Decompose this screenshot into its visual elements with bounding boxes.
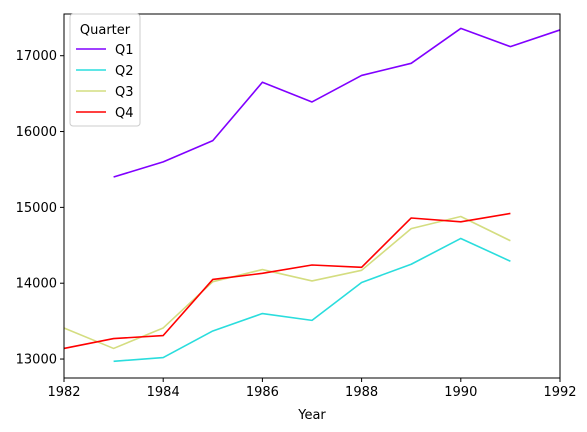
legend-label-q3: Q3 [115, 85, 134, 100]
y-tick-label: 14000 [16, 277, 57, 292]
x-tick-label: 1988 [345, 385, 378, 400]
x-tick-label: 1986 [246, 385, 279, 400]
x-tick-label: 1992 [543, 385, 576, 400]
legend: Quarter Q1 Q2 Q3 Q4 [70, 14, 140, 126]
legend-label-q4: Q4 [115, 106, 134, 121]
y-tick-label: 16000 [16, 125, 57, 140]
x-tick-label: 1982 [47, 385, 80, 400]
x-axis: 1982 1984 1986 1988 1990 1992 [47, 378, 576, 400]
y-tick-label: 17000 [16, 49, 57, 64]
y-tick-label: 15000 [16, 201, 57, 216]
legend-title: Quarter [80, 23, 131, 38]
x-axis-title: Year [297, 408, 326, 423]
y-tick-label: 13000 [16, 353, 57, 368]
x-tick-label: 1990 [444, 385, 477, 400]
legend-label-q1: Q1 [115, 43, 134, 58]
y-axis: 13000 14000 15000 16000 17000 [16, 49, 64, 367]
x-tick-label: 1984 [147, 385, 180, 400]
legend-label-q2: Q2 [115, 64, 134, 79]
